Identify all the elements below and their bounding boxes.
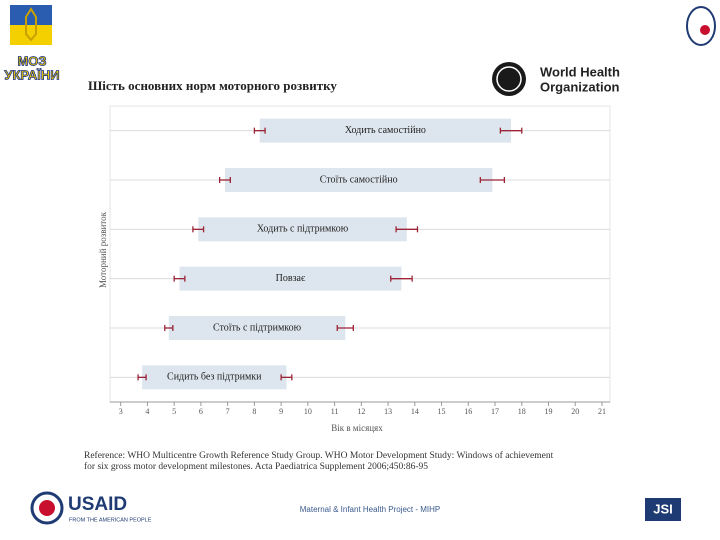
x-tick-label: 7 bbox=[226, 407, 230, 416]
error-bar bbox=[192, 226, 205, 233]
x-tick-label: 9 bbox=[279, 407, 283, 416]
x-tick-label: 16 bbox=[464, 407, 472, 416]
jsi-logo-box bbox=[645, 498, 681, 521]
x-axis-label: Вік в місяцях bbox=[331, 423, 383, 433]
x-tick-label: 11 bbox=[331, 407, 339, 416]
who-name: World Health bbox=[540, 64, 620, 79]
chart-title: Шість основних норм моторного розвитку bbox=[88, 78, 337, 93]
x-tick-label: 3 bbox=[119, 407, 123, 416]
error-bar bbox=[253, 127, 266, 134]
x-tick-label: 21 bbox=[598, 407, 606, 416]
bar bbox=[179, 266, 402, 291]
usaid-tagline: FROM THE AMERICAN PEOPLE bbox=[69, 517, 152, 523]
bar bbox=[168, 316, 346, 340]
bar bbox=[198, 217, 407, 242]
error-bar bbox=[395, 226, 419, 233]
error-bar bbox=[173, 275, 186, 282]
bar-label: Ходить самостійно bbox=[345, 125, 426, 136]
flag-top bbox=[10, 5, 52, 25]
bar-label: Стоїть с підтримкою bbox=[213, 322, 302, 333]
x-tick-label: 15 bbox=[438, 407, 446, 416]
error-bar bbox=[137, 374, 147, 381]
reference: Reference: WHO Multicentre Growth Refere… bbox=[84, 450, 554, 461]
ministry-line: УКРАЇНИ bbox=[4, 67, 59, 82]
bar-label: Сидить без підтримки bbox=[167, 372, 262, 383]
x-tick-label: 10 bbox=[304, 407, 312, 416]
reference: for six gross motor development mileston… bbox=[84, 461, 428, 472]
trident bbox=[25, 7, 37, 42]
x-tick-label: 19 bbox=[545, 407, 553, 416]
x-tick-label: 4 bbox=[145, 407, 149, 416]
plot: 3 4 5 6 7 8 9 10 11 12 13 14 15 16 17 18 19 20 21 Ходить са… bbox=[109, 105, 611, 416]
x-tick-label: 6 bbox=[199, 407, 203, 416]
x-tick-label: 12 bbox=[357, 407, 365, 416]
bar bbox=[142, 365, 287, 390]
x-tick-label: 18 bbox=[518, 407, 526, 416]
x-tick-label: 20 bbox=[571, 407, 579, 416]
bar bbox=[224, 168, 493, 192]
x-tick-label: 5 bbox=[172, 407, 176, 416]
error-bar bbox=[164, 325, 174, 331]
bar-label: Стоїть самостійно bbox=[320, 174, 398, 185]
error-bar bbox=[499, 127, 523, 134]
error-bar bbox=[280, 374, 293, 381]
bar-label: Ходить с підтримкою bbox=[257, 224, 349, 235]
error-bar bbox=[218, 177, 231, 183]
footer-project: Maternal & Infant Health Project - MIHP bbox=[300, 505, 441, 514]
error-bar bbox=[390, 275, 413, 282]
y-axis-label: Моторний розвиток bbox=[98, 211, 108, 288]
x-tick-label: 14 bbox=[411, 407, 419, 416]
who-name: Organization bbox=[540, 79, 620, 94]
plot-background bbox=[109, 105, 611, 403]
bar-label: Повзає bbox=[276, 273, 306, 284]
flag-bottom bbox=[10, 25, 52, 45]
x-tick-label: 13 bbox=[384, 407, 392, 416]
mother-icon bbox=[686, 6, 716, 46]
usaid-seal-center bbox=[39, 500, 55, 516]
error-bar bbox=[336, 325, 354, 331]
x-tick-label: 8 bbox=[252, 407, 256, 416]
ministry-line: МОЗ bbox=[17, 53, 46, 68]
who-emblem-globe bbox=[496, 66, 522, 92]
usaid-logo: USAID bbox=[68, 494, 127, 515]
mother-icon-dot bbox=[700, 25, 710, 35]
x-tick-label: 17 bbox=[491, 407, 499, 416]
jsi-logo: JSI bbox=[653, 501, 673, 516]
bar bbox=[259, 118, 512, 143]
error-bar bbox=[479, 177, 506, 183]
